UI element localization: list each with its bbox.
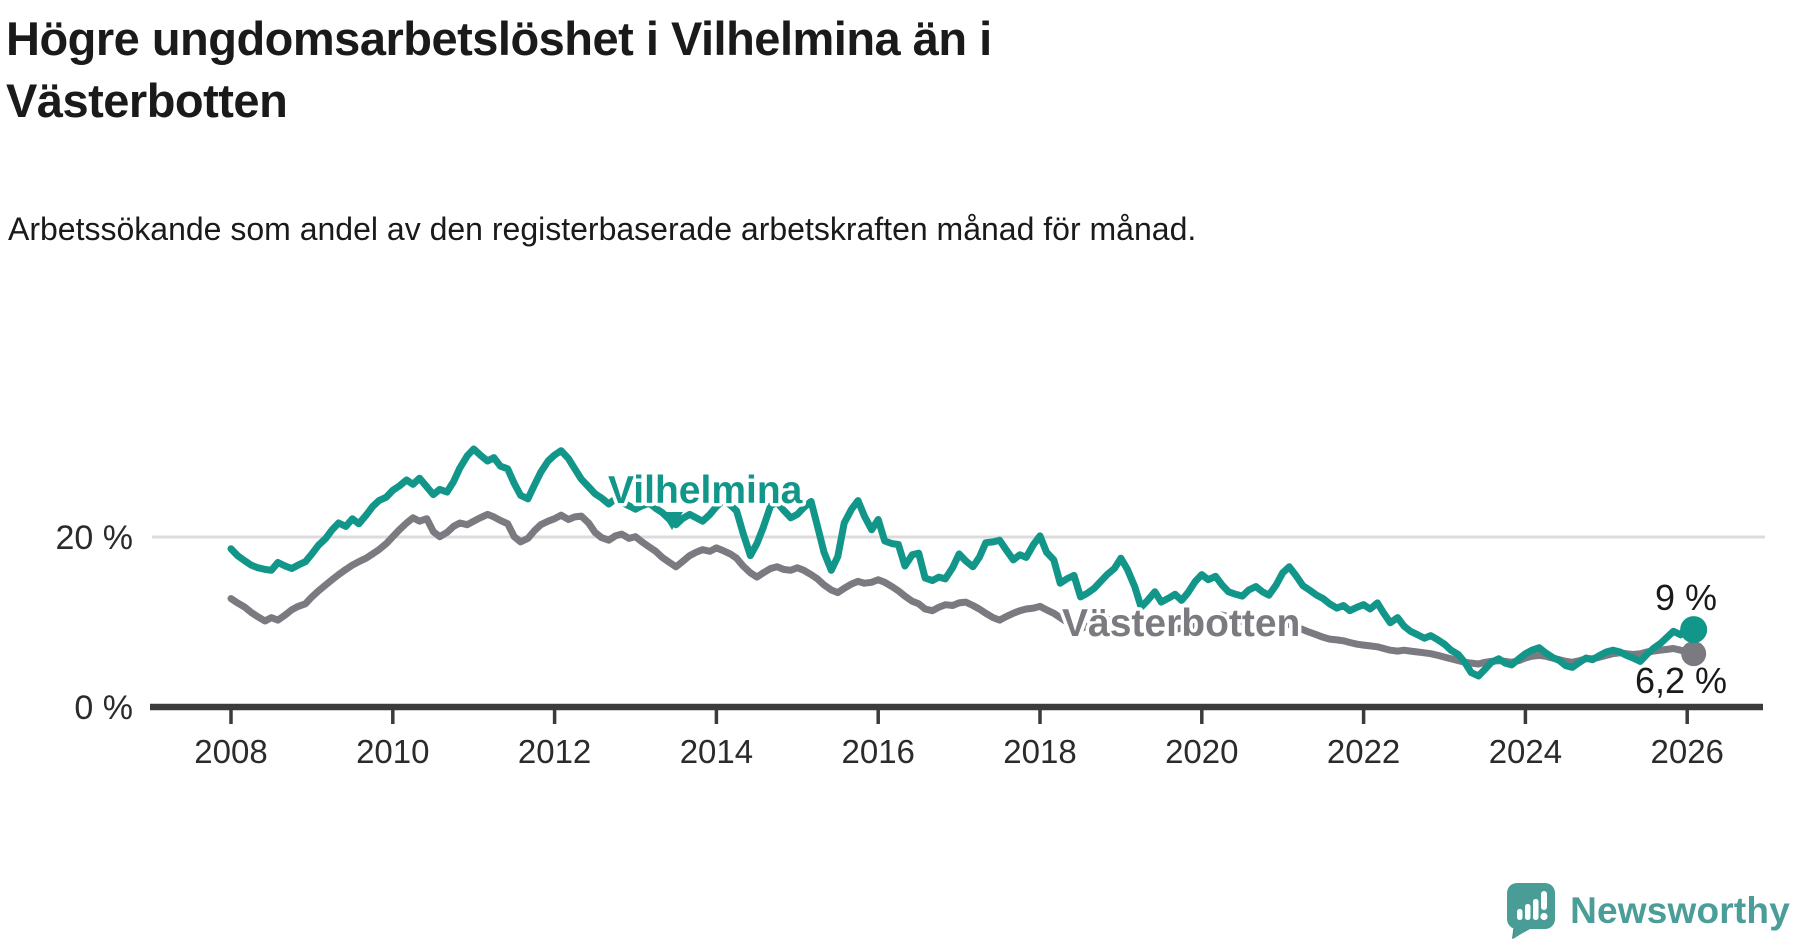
- x-tick-label: 2016: [841, 733, 914, 770]
- chart-subtitle: Arbetssökande som andel av den registerb…: [8, 211, 1197, 247]
- series-label-vasterbotten: Västerbotten: [1062, 602, 1300, 645]
- arrow-down-icon: [661, 512, 683, 530]
- newsworthy-brand-text: Newsworthy: [1570, 890, 1790, 931]
- y-axis-label-20: 20 %: [56, 519, 134, 557]
- x-tick-label: 2024: [1489, 733, 1562, 770]
- newsworthy-logo-icon: [1507, 883, 1556, 939]
- end-value-label-vilhelmina: 9 %: [1655, 577, 1717, 618]
- x-tick-label: 2008: [194, 733, 267, 770]
- x-axis-ticks-group: 2008 2010 2012 2014 2016 2018 2020 2022 2024 2026: [194, 710, 1724, 770]
- chart-title: Högre ungdomsarbetslöshet i Vilhelmina ä…: [6, 12, 992, 128]
- x-tick-label: 2026: [1650, 733, 1723, 770]
- series-line-vilhelmina: [227, 445, 1698, 680]
- header: Högre ungdomsarbetslöshet i Vilhelmina ä…: [6, 8, 1766, 247]
- x-tick-label: 2018: [1003, 733, 1076, 770]
- x-tick-label: 2014: [680, 733, 753, 770]
- end-value-label-vasterbotten: 6,2 %: [1635, 660, 1727, 701]
- x-tick-label: 2020: [1165, 733, 1238, 770]
- series-label-vilhelmina: Vilhelmina: [608, 469, 803, 512]
- end-dot-västerbotten: [1681, 641, 1707, 667]
- x-tick-label: 2010: [356, 733, 429, 770]
- x-tick-label: 2022: [1327, 733, 1400, 770]
- x-tick-label: 2012: [518, 733, 591, 770]
- series-line-västerbotten: [227, 510, 1698, 668]
- y-axis-label-0: 0 %: [74, 689, 133, 727]
- end-dot-vilhelmina: [1680, 616, 1708, 644]
- newsworthy-brand: Newsworthy: [1506, 882, 1790, 940]
- chart-lines-group: [227, 445, 1708, 680]
